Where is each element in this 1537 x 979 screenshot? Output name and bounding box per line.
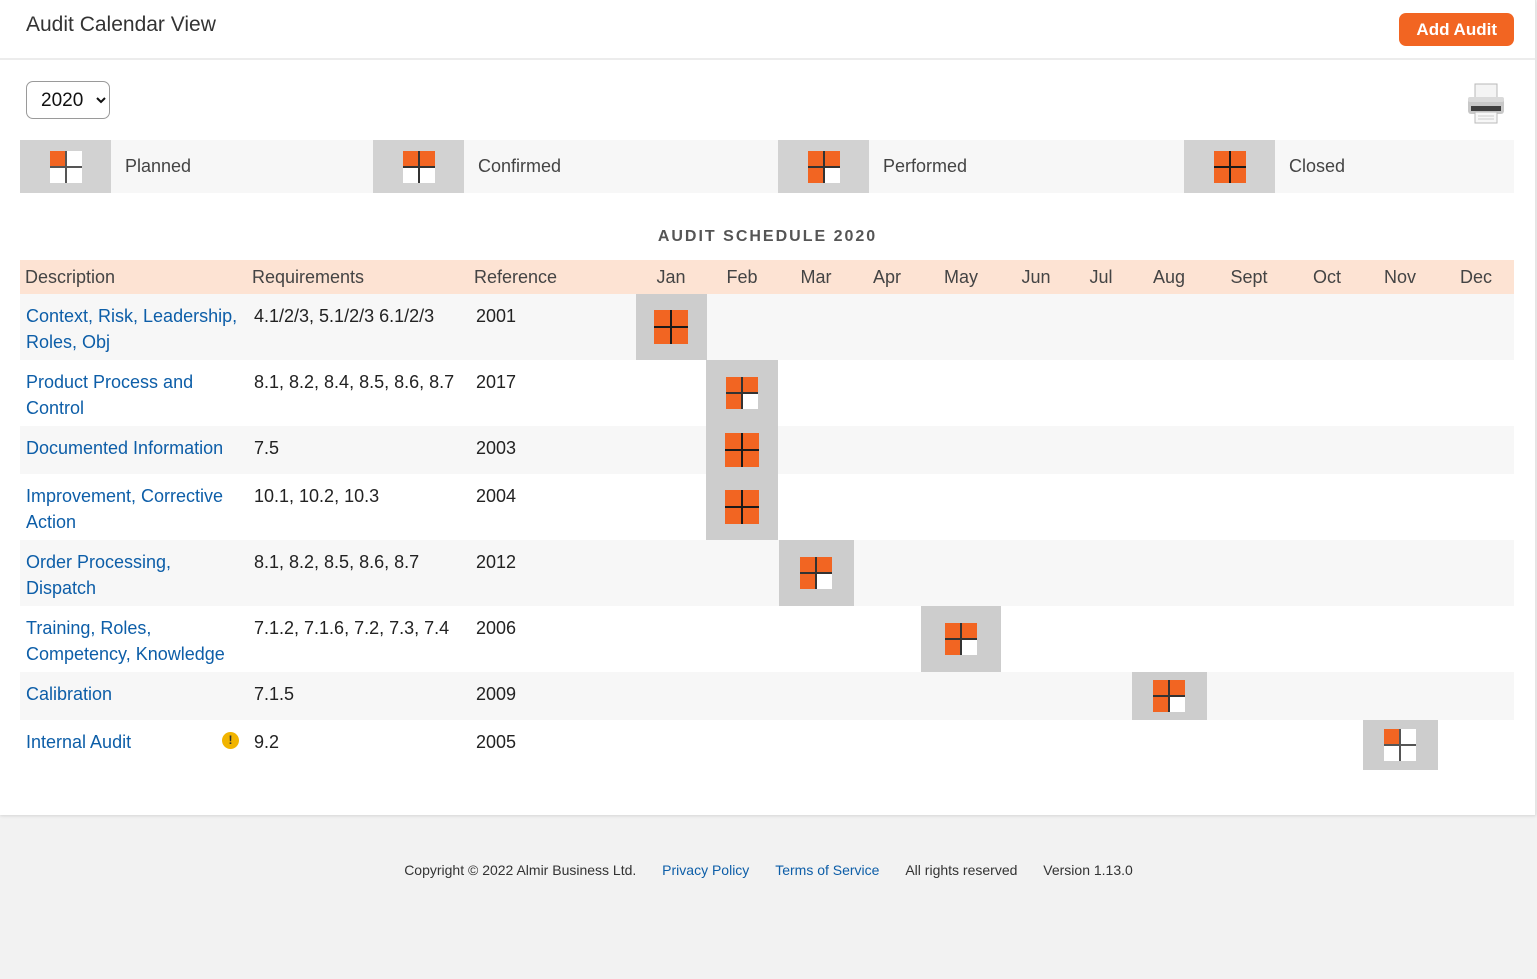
audit-reference: 2006 <box>476 618 517 638</box>
performed-status-icon <box>945 623 977 655</box>
audit-description-link[interactable]: Internal Audit <box>26 732 132 752</box>
terms-of-service-link[interactable]: Terms of Service <box>775 862 880 878</box>
audit-requirements: 8.1, 8.2, 8.4, 8.5, 8.6, 8.7 <box>254 372 455 392</box>
footer: Copyright © 2022 Almir Business Ltd. Pri… <box>0 862 1537 878</box>
closed-status-icon <box>1213 150 1246 183</box>
legend-swatch <box>1184 140 1275 193</box>
audit-description-link[interactable]: Calibration <box>26 684 113 704</box>
legend-label: Performed <box>883 156 968 176</box>
legend-label: Confirmed <box>478 156 562 176</box>
printer-icon[interactable] <box>1467 83 1505 125</box>
legend-swatch <box>778 140 869 193</box>
copyright-text: Copyright © 2022 Almir Business Ltd. <box>404 862 637 878</box>
column-header-month-oct: Oct <box>1312 267 1341 287</box>
column-header-requirements: Requirements <box>252 267 365 287</box>
audit-requirements: 10.1, 10.2, 10.3 <box>254 486 380 506</box>
table-row: Calibration 7.1.5 2009 <box>20 672 1514 720</box>
audit-requirements: 7.5 <box>254 438 280 458</box>
column-header-month-dec: Dec <box>1459 267 1492 287</box>
performed-status-icon <box>800 557 832 589</box>
audit-calendar-cell[interactable] <box>706 426 778 474</box>
rights-text: All rights reserved <box>905 862 1018 878</box>
add-audit-button[interactable]: Add Audit <box>1399 13 1514 46</box>
audit-requirements: 9.2 <box>254 732 280 752</box>
legend-swatch <box>20 140 111 193</box>
table-row: Training, Roles, Competency, Knowledge 7.… <box>20 606 1514 672</box>
version-text: Version 1.13.0 <box>1043 862 1133 878</box>
audit-reference: 2005 <box>476 732 517 752</box>
planned-status-icon <box>49 150 82 183</box>
page-title: Audit Calendar View <box>26 13 216 36</box>
audit-requirements: 4.1/2/3, 5.1/2/3 6.1/2/3 <box>254 306 435 326</box>
privacy-policy-link[interactable]: Privacy Policy <box>662 862 750 878</box>
column-header-month-mar: Mar <box>800 267 832 287</box>
status-legend: Planned Confirmed Performed Closed <box>20 140 1514 193</box>
audit-calendar-cell[interactable] <box>921 606 1001 672</box>
audit-requirements: 7.1.2, 7.1.6, 7.2, 7.3, 7.4 <box>254 618 450 638</box>
column-header-month-may: May <box>943 267 978 287</box>
year-select[interactable]: 2020 <box>26 81 110 119</box>
audit-description-link[interactable]: Documented Information <box>26 438 224 458</box>
column-header-month-apr: Apr <box>872 267 901 287</box>
performed-status-icon <box>1153 680 1185 712</box>
table-header: Description Requirements Reference Jan Fe… <box>20 260 1514 294</box>
audit-description-link[interactable]: Context, Risk, Leadership, Roles, Obj <box>26 306 238 352</box>
legend-item-performed: Performed <box>778 140 967 193</box>
column-header-month-nov: Nov <box>1383 267 1416 287</box>
page-header: Audit Calendar View Add Audit <box>0 0 1535 60</box>
audit-reference: 2012 <box>476 552 517 572</box>
audit-reference: 2004 <box>476 486 517 506</box>
audit-calendar-cell[interactable] <box>635 294 707 360</box>
audit-calendar-cell[interactable] <box>1362 720 1438 770</box>
audit-description-link[interactable]: Order Processing, Dispatch <box>26 552 172 598</box>
closed-status-icon <box>725 433 759 467</box>
audit-description-link[interactable]: Training, Roles, Competency, Knowledge <box>26 618 225 664</box>
column-header-month-feb: Feb <box>726 267 758 287</box>
table-row: Documented Information 7.5 2003 <box>20 426 1514 474</box>
table-row: Context, Risk, Leadership, Roles, Obj 4.1… <box>20 294 1514 360</box>
performed-status-icon <box>726 377 758 409</box>
audit-calendar-cell[interactable] <box>706 474 778 540</box>
audit-calendar-cell[interactable] <box>706 360 778 426</box>
legend-swatch <box>373 140 464 193</box>
column-header-month-sept: Sept <box>1230 267 1268 287</box>
legend-item-confirmed: Confirmed <box>373 140 561 193</box>
table-row: Order Processing, Dispatch 8.1, 8.2, 8.5,… <box>20 540 1514 606</box>
legend-label: Planned <box>125 156 192 176</box>
audit-description-link[interactable]: Product Process and Control <box>26 372 194 418</box>
table-body: Context, Risk, Leadership, Roles, Obj 4.1… <box>20 294 1514 770</box>
column-header-month-jan: Jan <box>656 267 686 287</box>
audit-calendar-cell[interactable] <box>1131 672 1207 720</box>
column-header-month-jun: Jun <box>1021 267 1051 287</box>
audit-requirements: 7.1.5 <box>254 684 295 704</box>
warning-icon: ! <box>222 732 239 749</box>
performed-status-icon <box>807 150 840 183</box>
audit-requirements: 8.1, 8.2, 8.5, 8.6, 8.7 <box>254 552 420 572</box>
column-header-description: Description <box>25 267 116 287</box>
column-header-month-jul: Jul <box>1089 267 1113 287</box>
column-header-reference: Reference <box>474 267 558 287</box>
audit-reference: 2001 <box>476 306 517 326</box>
table-row: Product Process and Control 8.1, 8.2, 8.4… <box>20 360 1514 426</box>
audit-schedule-table: Description Requirements Reference Jan Fe… <box>20 260 1514 770</box>
audit-calendar-cell[interactable] <box>778 540 854 606</box>
schedule-title: AUDIT SCHEDULE 2020 <box>657 228 878 245</box>
table-row: Improvement, Corrective Action 10.1, 10.2… <box>20 474 1514 540</box>
audit-reference: 2017 <box>476 372 517 392</box>
audit-reference: 2003 <box>476 438 517 458</box>
legend-item-closed: Closed <box>1184 140 1345 193</box>
planned-status-icon <box>1384 729 1416 761</box>
column-header-month-aug: Aug <box>1152 267 1186 287</box>
closed-status-icon <box>654 310 688 344</box>
legend-label: Closed <box>1289 156 1346 176</box>
closed-status-icon <box>725 490 759 524</box>
audit-description-link[interactable]: Improvement, Corrective Action <box>26 486 224 532</box>
legend-item-planned: Planned <box>20 140 191 193</box>
table-row: Internal Audit 9.2 2005! <box>20 720 1514 770</box>
main-card: Audit Calendar View Add Audit 2020 Plann… <box>0 0 1536 815</box>
confirmed-status-icon <box>402 150 435 183</box>
audit-reference: 2009 <box>476 684 517 704</box>
